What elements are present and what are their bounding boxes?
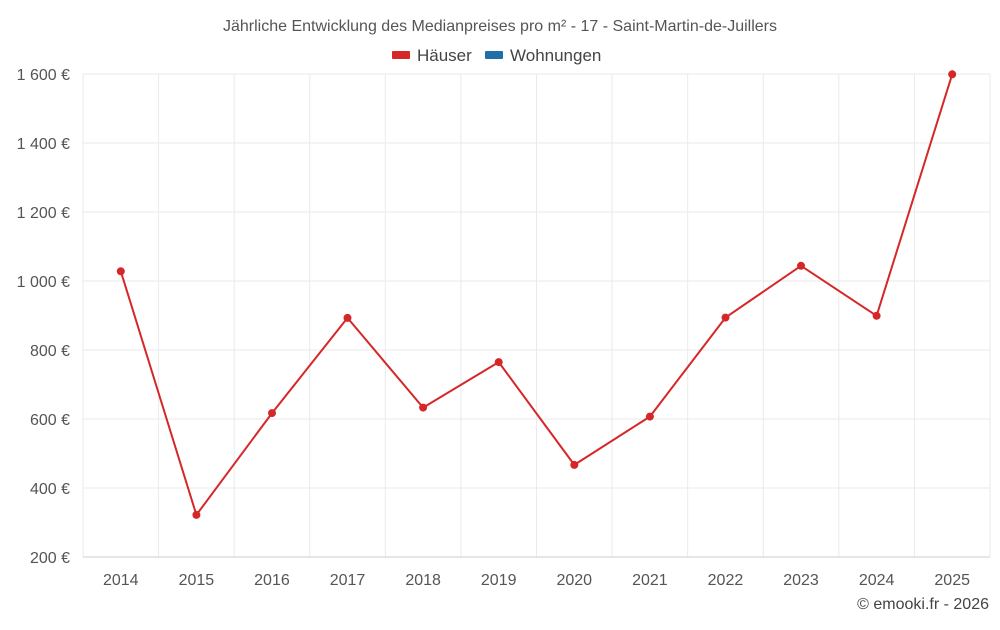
x-tick-label: 2017 [330, 572, 366, 589]
y-tick-label: 600 € [30, 412, 70, 429]
series [116, 70, 957, 519]
data-point[interactable] [645, 412, 654, 421]
data-point[interactable] [116, 267, 125, 276]
x-tick-label: 2021 [632, 572, 668, 589]
x-tick-label: 2014 [103, 572, 139, 589]
y-tick-label: 800 € [30, 343, 70, 360]
x-tick-label: 2019 [481, 572, 517, 589]
y-tick-label: 1 200 € [17, 205, 70, 222]
x-tick-label: 2024 [859, 572, 895, 589]
x-tick-label: 2015 [179, 572, 215, 589]
data-point[interactable] [419, 403, 428, 412]
legend-swatch-haeuser [392, 51, 410, 59]
y-tick-label: 1 600 € [17, 67, 70, 84]
legend-swatch-wohnungen [485, 51, 503, 59]
credit-text: © emooki.fr - 2026 [857, 596, 989, 613]
chart-title: Jährliche Entwicklung des Medianpreises … [223, 18, 777, 35]
legend-item-haeuser[interactable]: Häuser [392, 46, 472, 65]
data-point[interactable] [570, 460, 579, 469]
data-point[interactable] [797, 261, 805, 270]
data-point[interactable] [192, 510, 201, 519]
x-tick-label: 2022 [708, 572, 744, 589]
legend-label-wohnungen: Wohnungen [510, 46, 601, 65]
y-tick-label: 1 400 € [17, 136, 70, 153]
axes: 200 € 400 € 600 € 800 € 1 000 € 1 200 € 1 400 … [17, 67, 990, 589]
x-tick-label: 2018 [405, 572, 441, 589]
series-line-0 [119, 74, 954, 516]
data-point[interactable] [872, 311, 881, 320]
data-point[interactable] [948, 70, 957, 79]
data-point[interactable] [268, 409, 276, 418]
x-tick-label: 2016 [254, 572, 290, 589]
data-point[interactable] [721, 313, 730, 322]
legend-item-wohnungen[interactable]: Wohnungen [485, 46, 601, 65]
y-tick-label: 400 € [30, 481, 70, 498]
x-tick-label: 2023 [783, 572, 819, 589]
legend: Häuser Wohnungen [392, 46, 601, 65]
data-point[interactable] [343, 313, 352, 322]
y-tick-label: 1 000 € [17, 274, 70, 291]
x-tick-label: 2020 [556, 572, 592, 589]
x-tick-label: 2025 [934, 572, 970, 589]
legend-label-haeuser: Häuser [417, 46, 472, 65]
grid [82, 73, 991, 557]
y-tick-label: 200 € [30, 550, 70, 567]
data-point[interactable] [494, 358, 503, 367]
